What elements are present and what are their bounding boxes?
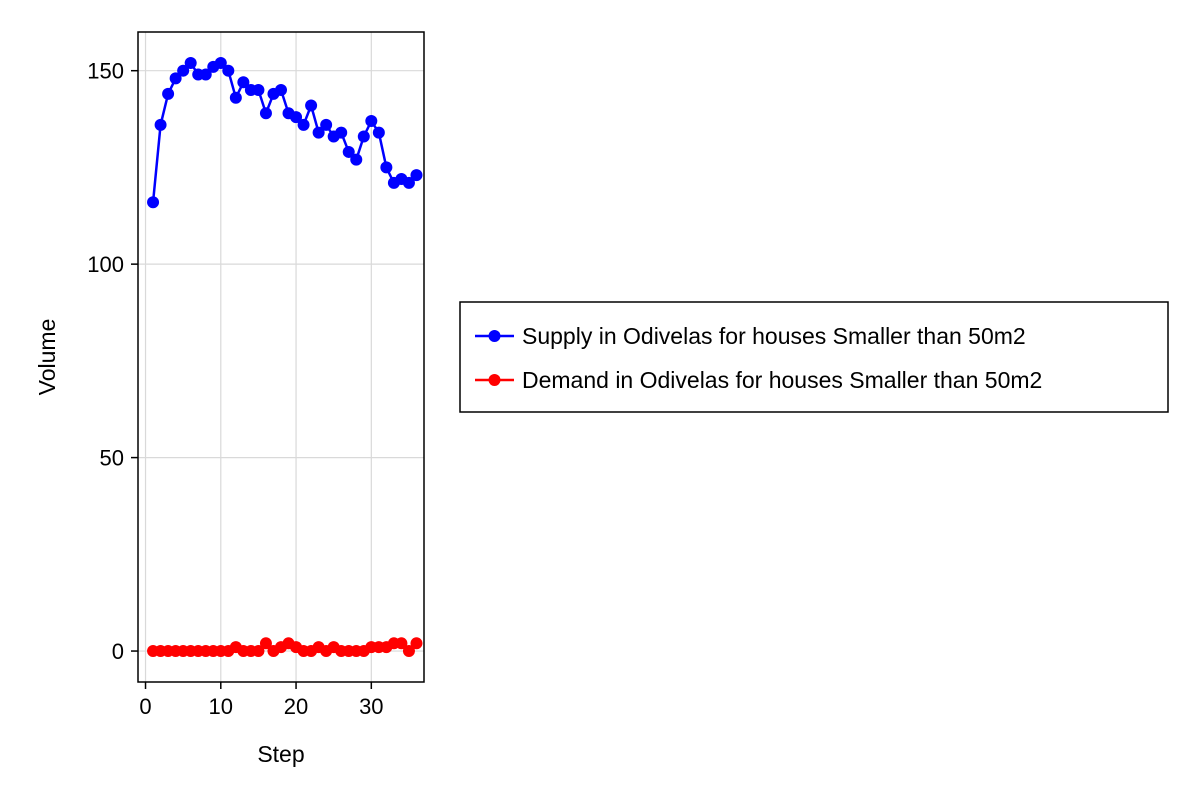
y-tick-label: 50 [100, 446, 124, 471]
x-tick-label: 0 [139, 694, 151, 719]
supply-data-point [229, 91, 242, 104]
supply-data-point [154, 118, 167, 131]
x-tick-label: 20 [284, 694, 308, 719]
supply-data-point [214, 56, 227, 69]
y-tick-label: 150 [87, 59, 124, 84]
x-axis-title: Step [257, 741, 304, 767]
x-tick-label: 10 [209, 694, 233, 719]
supply-data-point [410, 169, 423, 182]
supply-data-point [259, 107, 272, 120]
supply-data-point [342, 145, 355, 158]
demand-data-point [252, 645, 265, 658]
supply-data-point [372, 126, 385, 139]
supply-data-point [252, 84, 265, 97]
supply-data-point [305, 99, 318, 112]
axis-ticks: 0 10 20 30 0 50 100 150 [87, 59, 383, 719]
supply-data-point [335, 126, 348, 139]
supply-data-point [199, 68, 212, 81]
supply-data-point [297, 118, 310, 131]
supply-data-point [184, 56, 197, 69]
legend-demand-label: Demand in Odivelas for houses Smaller th… [522, 367, 1042, 393]
supply-data-point [275, 84, 287, 97]
supply-data-point [237, 76, 250, 89]
legend-demand-marker [488, 374, 501, 386]
supply-data-point [162, 87, 175, 100]
demand-data-point [259, 637, 272, 650]
supply-data-point [290, 111, 303, 124]
supply-data-point [222, 64, 235, 77]
legend-box [459, 301, 1169, 413]
x-tick-label: 30 [359, 694, 383, 719]
supply-data-point [357, 130, 370, 143]
plot-frame [137, 31, 425, 683]
demand-data-point [410, 637, 423, 650]
supply-data-point [380, 161, 393, 174]
legend: Supply in Odivelas for houses Smaller th… [459, 301, 1169, 413]
supply-data-point [177, 64, 190, 77]
supply-data-point [365, 114, 378, 127]
supply-data-point [312, 126, 325, 139]
y-tick-label: 0 [112, 639, 124, 664]
supply-data-point [320, 118, 333, 131]
supply-data-point [350, 153, 363, 166]
series-layer [147, 56, 423, 658]
supply-data-point [169, 72, 182, 85]
y-axis-title: Volume [34, 319, 60, 396]
legend-supply-label: Supply in Odivelas for houses Smaller th… [522, 323, 1026, 349]
y-tick-label: 100 [87, 252, 124, 277]
supply-data-point [402, 176, 415, 189]
supply-data-point [147, 196, 160, 209]
demand-data-point [395, 637, 408, 650]
demand-data-point [402, 645, 415, 658]
legend-supply-marker [488, 330, 501, 342]
